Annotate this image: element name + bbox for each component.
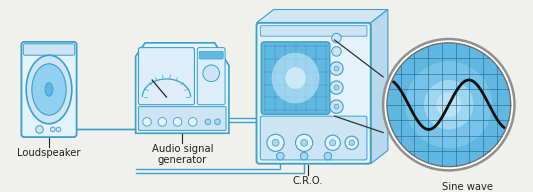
FancyBboxPatch shape xyxy=(139,107,226,130)
Circle shape xyxy=(51,127,55,132)
FancyBboxPatch shape xyxy=(260,116,367,160)
FancyBboxPatch shape xyxy=(256,23,371,164)
Circle shape xyxy=(300,152,308,160)
Circle shape xyxy=(329,140,336,146)
Circle shape xyxy=(215,119,220,125)
Text: C.R.O.: C.R.O. xyxy=(293,176,323,186)
Circle shape xyxy=(324,152,332,160)
Ellipse shape xyxy=(45,83,53,96)
Circle shape xyxy=(173,118,182,126)
Circle shape xyxy=(330,81,343,94)
Circle shape xyxy=(330,100,343,113)
Circle shape xyxy=(203,65,220,82)
Circle shape xyxy=(301,139,308,146)
Circle shape xyxy=(56,127,61,132)
Circle shape xyxy=(272,139,279,146)
Text: Audio signal
generator: Audio signal generator xyxy=(151,144,213,165)
Circle shape xyxy=(424,80,473,129)
FancyBboxPatch shape xyxy=(23,44,75,55)
FancyBboxPatch shape xyxy=(199,51,223,59)
Circle shape xyxy=(36,126,43,133)
Circle shape xyxy=(332,33,341,43)
FancyBboxPatch shape xyxy=(261,42,330,114)
Circle shape xyxy=(349,140,354,146)
Circle shape xyxy=(330,62,343,75)
Polygon shape xyxy=(371,10,388,164)
Ellipse shape xyxy=(32,64,66,115)
Polygon shape xyxy=(256,10,388,23)
Circle shape xyxy=(406,61,492,148)
Circle shape xyxy=(158,118,166,126)
FancyBboxPatch shape xyxy=(139,48,195,105)
Circle shape xyxy=(383,39,514,170)
Polygon shape xyxy=(135,43,229,133)
FancyBboxPatch shape xyxy=(260,26,367,36)
Circle shape xyxy=(277,152,284,160)
Circle shape xyxy=(334,66,339,71)
Text: Sine wave: Sine wave xyxy=(442,182,493,192)
Circle shape xyxy=(205,119,211,125)
Circle shape xyxy=(295,134,313,151)
Circle shape xyxy=(332,47,341,56)
Circle shape xyxy=(437,92,461,117)
Circle shape xyxy=(345,136,358,149)
Ellipse shape xyxy=(26,55,72,124)
FancyBboxPatch shape xyxy=(21,42,77,137)
Circle shape xyxy=(143,118,151,126)
Ellipse shape xyxy=(271,53,320,103)
Ellipse shape xyxy=(285,67,306,89)
Circle shape xyxy=(189,118,197,126)
Circle shape xyxy=(267,134,284,151)
Circle shape xyxy=(334,85,339,90)
FancyBboxPatch shape xyxy=(197,48,225,105)
Circle shape xyxy=(387,43,511,167)
Circle shape xyxy=(325,135,340,150)
Text: Loudspeaker: Loudspeaker xyxy=(17,147,80,158)
Circle shape xyxy=(334,104,339,109)
